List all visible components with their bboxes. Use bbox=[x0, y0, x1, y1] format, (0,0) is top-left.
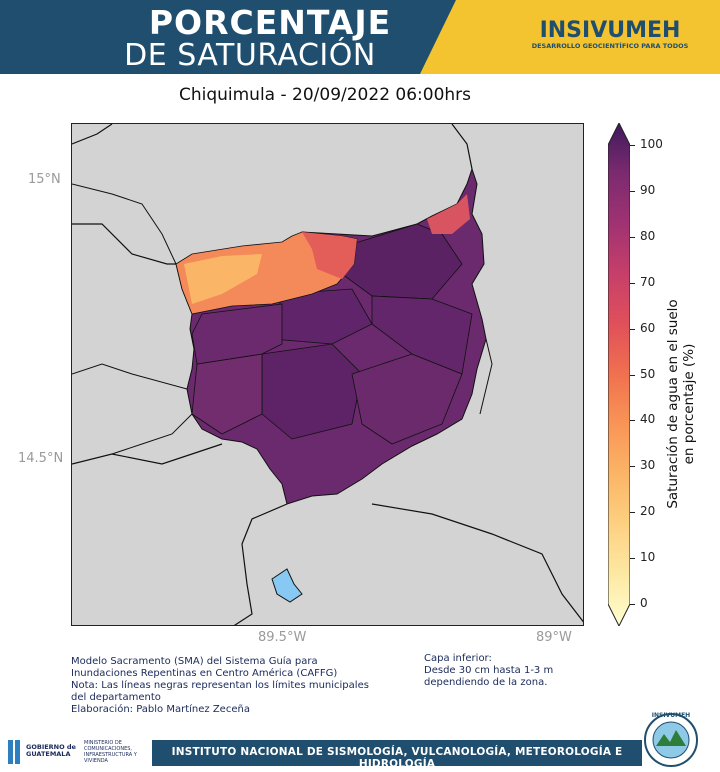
gov-logo-bar-2 bbox=[15, 740, 20, 764]
ministry-name: MINISTERIO DE COMUNICACIONES, INFRAESTRU… bbox=[84, 740, 137, 764]
colorbar-tick-label: 90 bbox=[640, 182, 656, 197]
zone-dark-1 bbox=[341, 223, 463, 300]
gov-name: GOBIERNO de GUATEMALA bbox=[26, 743, 76, 758]
border-line-4 bbox=[451, 124, 473, 170]
zone-mid-4 bbox=[191, 303, 283, 365]
border-line-3 bbox=[72, 183, 177, 265]
colorbar-tick-label: 60 bbox=[640, 320, 656, 335]
colorbar-tick-mark bbox=[630, 282, 635, 284]
insivumeh-seal bbox=[644, 713, 698, 767]
colorbar-tick-mark bbox=[630, 236, 635, 238]
colorbar-tick-mark bbox=[630, 466, 635, 468]
colorbar-tick-mark bbox=[630, 558, 635, 560]
map-svg bbox=[72, 124, 583, 625]
colorbar-tick-label: 20 bbox=[640, 504, 656, 519]
colorbar-tick-label: 10 bbox=[640, 550, 656, 565]
colorbar-label: Saturación de agua en el suelo en porcen… bbox=[665, 299, 697, 509]
colorbar-tick-label: 30 bbox=[640, 458, 656, 473]
colorbar-tick-mark bbox=[630, 190, 635, 192]
seal-text: INSIVUMEH bbox=[651, 712, 691, 719]
colorbar-tick-label: 0 bbox=[640, 596, 648, 610]
colorbar-tick-label: 70 bbox=[640, 274, 656, 289]
colorbar-tick-label: 50 bbox=[640, 366, 656, 381]
header-logo-panel bbox=[420, 0, 720, 74]
low-zone-red bbox=[302, 232, 357, 279]
border-line-8 bbox=[233, 503, 288, 625]
zone-mid-3 bbox=[371, 295, 473, 375]
title-line1: PORCENTAJE bbox=[148, 3, 392, 42]
border-line-9 bbox=[111, 413, 193, 455]
border-line-7 bbox=[72, 443, 223, 465]
border-line-10 bbox=[72, 363, 188, 390]
footer-bar bbox=[152, 740, 642, 766]
model-notes: Modelo Sacramento (SMA) del Sistema Guía… bbox=[71, 656, 369, 715]
low-zone-red-2 bbox=[427, 194, 470, 234]
layer-notes: Capa inferior: Desde 30 cm hasta 1-3 m d… bbox=[424, 653, 554, 688]
colorbar-tick-mark bbox=[630, 420, 635, 422]
border-line-5 bbox=[479, 338, 493, 415]
saturation-map bbox=[71, 123, 584, 626]
lon-label-89-5: 89.5°W bbox=[258, 630, 307, 645]
very-low-zone bbox=[184, 254, 262, 304]
colorbar-tick-label: 80 bbox=[640, 228, 656, 243]
colorbar-tick-mark bbox=[630, 512, 635, 514]
border-line-2 bbox=[72, 124, 113, 145]
insivumeh-tagline: DESARROLLO GEOCIENTÍFICO PARA TODOS bbox=[531, 42, 689, 50]
colorbar bbox=[608, 123, 630, 626]
colorbar-tick-mark bbox=[630, 374, 635, 376]
lake bbox=[271, 568, 303, 603]
lat-label-15: 15°N bbox=[28, 172, 61, 187]
institute-name: INSTITUTO NACIONAL DE SISMOLOGÍA, VULCAN… bbox=[171, 746, 623, 770]
insivumeh-logo: INSIVUMEH bbox=[539, 18, 681, 43]
border-line-6 bbox=[371, 503, 583, 623]
map-subtitle: Chiquimula - 20/09/2022 06:00hrs bbox=[178, 85, 472, 105]
colorbar-tick-mark bbox=[630, 145, 635, 146]
colorbar-tick-label: 100 bbox=[640, 137, 663, 151]
border-line-1 bbox=[72, 223, 176, 265]
colorbar-tick-label: 40 bbox=[640, 412, 656, 427]
colorbar-tick-mark bbox=[630, 328, 635, 330]
lat-label-14-5: 14.5°N bbox=[18, 451, 64, 466]
colorbar-tick-mark bbox=[630, 604, 635, 605]
gov-logo-bar bbox=[8, 740, 13, 764]
lon-label-89: 89°W bbox=[536, 630, 572, 645]
title-line2: DE SATURACIÓN bbox=[124, 38, 376, 73]
